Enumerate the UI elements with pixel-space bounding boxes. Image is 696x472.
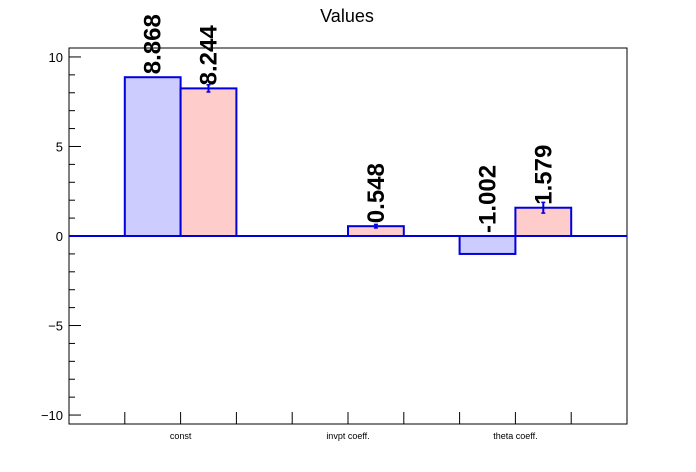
- y-tick-label: 5: [56, 139, 63, 154]
- y-tick-label: 0: [56, 229, 63, 244]
- y-tick-label: 10: [49, 50, 63, 65]
- bars: [69, 76, 627, 255]
- bar: [179, 87, 238, 237]
- y-tick-label: −10: [41, 408, 63, 423]
- category-label: const: [170, 431, 192, 441]
- x-axis: const invpt coeff. theta coeff.: [124, 412, 572, 441]
- data-label: 1.579: [530, 145, 557, 205]
- data-label: 8.868: [140, 14, 167, 74]
- y-tick-label: −5: [48, 319, 63, 334]
- category-label: invpt coeff.: [326, 431, 369, 441]
- bar: [458, 235, 517, 255]
- data-label: 8.244: [196, 25, 223, 86]
- data-label: 0.548: [363, 163, 390, 223]
- y-axis: −10 −5 0 5 10: [41, 50, 81, 423]
- data-labels: 8.868 -1.002 8.244 0.548 1.579: [140, 14, 558, 233]
- chart-title: Values: [320, 6, 374, 26]
- category-label: theta coeff.: [493, 431, 537, 441]
- data-label: -1.002: [475, 165, 502, 233]
- bar: [123, 76, 182, 238]
